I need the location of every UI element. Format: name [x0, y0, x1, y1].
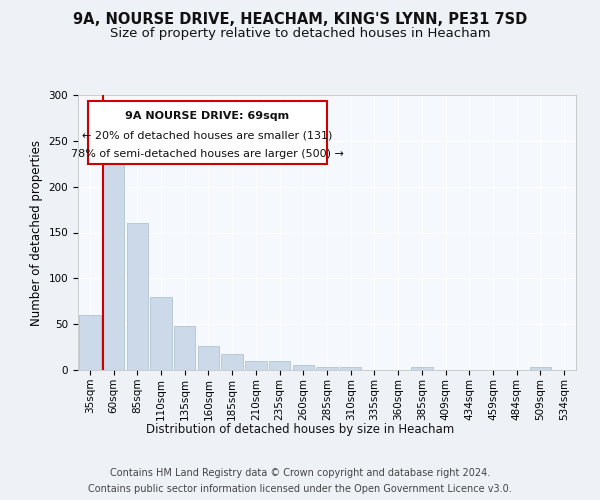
Text: 9A, NOURSE DRIVE, HEACHAM, KING'S LYNN, PE31 7SD: 9A, NOURSE DRIVE, HEACHAM, KING'S LYNN, …: [73, 12, 527, 28]
Bar: [103, 161, 124, 370]
FancyBboxPatch shape: [88, 100, 327, 164]
Text: Contains HM Land Registry data © Crown copyright and database right 2024.: Contains HM Land Registry data © Crown c…: [110, 468, 490, 477]
Bar: [198, 346, 219, 370]
Text: 9A NOURSE DRIVE: 69sqm: 9A NOURSE DRIVE: 69sqm: [125, 112, 290, 122]
Bar: [340, 367, 361, 370]
Bar: [293, 366, 314, 370]
Bar: [174, 326, 196, 370]
Text: 78% of semi-detached houses are larger (500) →: 78% of semi-detached houses are larger (…: [71, 150, 344, 160]
Text: Contains public sector information licensed under the Open Government Licence v3: Contains public sector information licen…: [88, 484, 512, 494]
Bar: [316, 367, 338, 370]
Text: Size of property relative to detached houses in Heacham: Size of property relative to detached ho…: [110, 28, 490, 40]
Bar: [245, 361, 266, 370]
Y-axis label: Number of detached properties: Number of detached properties: [30, 140, 43, 326]
Text: Distribution of detached houses by size in Heacham: Distribution of detached houses by size …: [146, 422, 454, 436]
Bar: [221, 354, 243, 370]
Bar: [151, 296, 172, 370]
Text: ← 20% of detached houses are smaller (131): ← 20% of detached houses are smaller (13…: [82, 130, 332, 140]
Bar: [411, 367, 433, 370]
Bar: [127, 224, 148, 370]
Bar: [79, 315, 101, 370]
Bar: [269, 361, 290, 370]
Bar: [530, 367, 551, 370]
